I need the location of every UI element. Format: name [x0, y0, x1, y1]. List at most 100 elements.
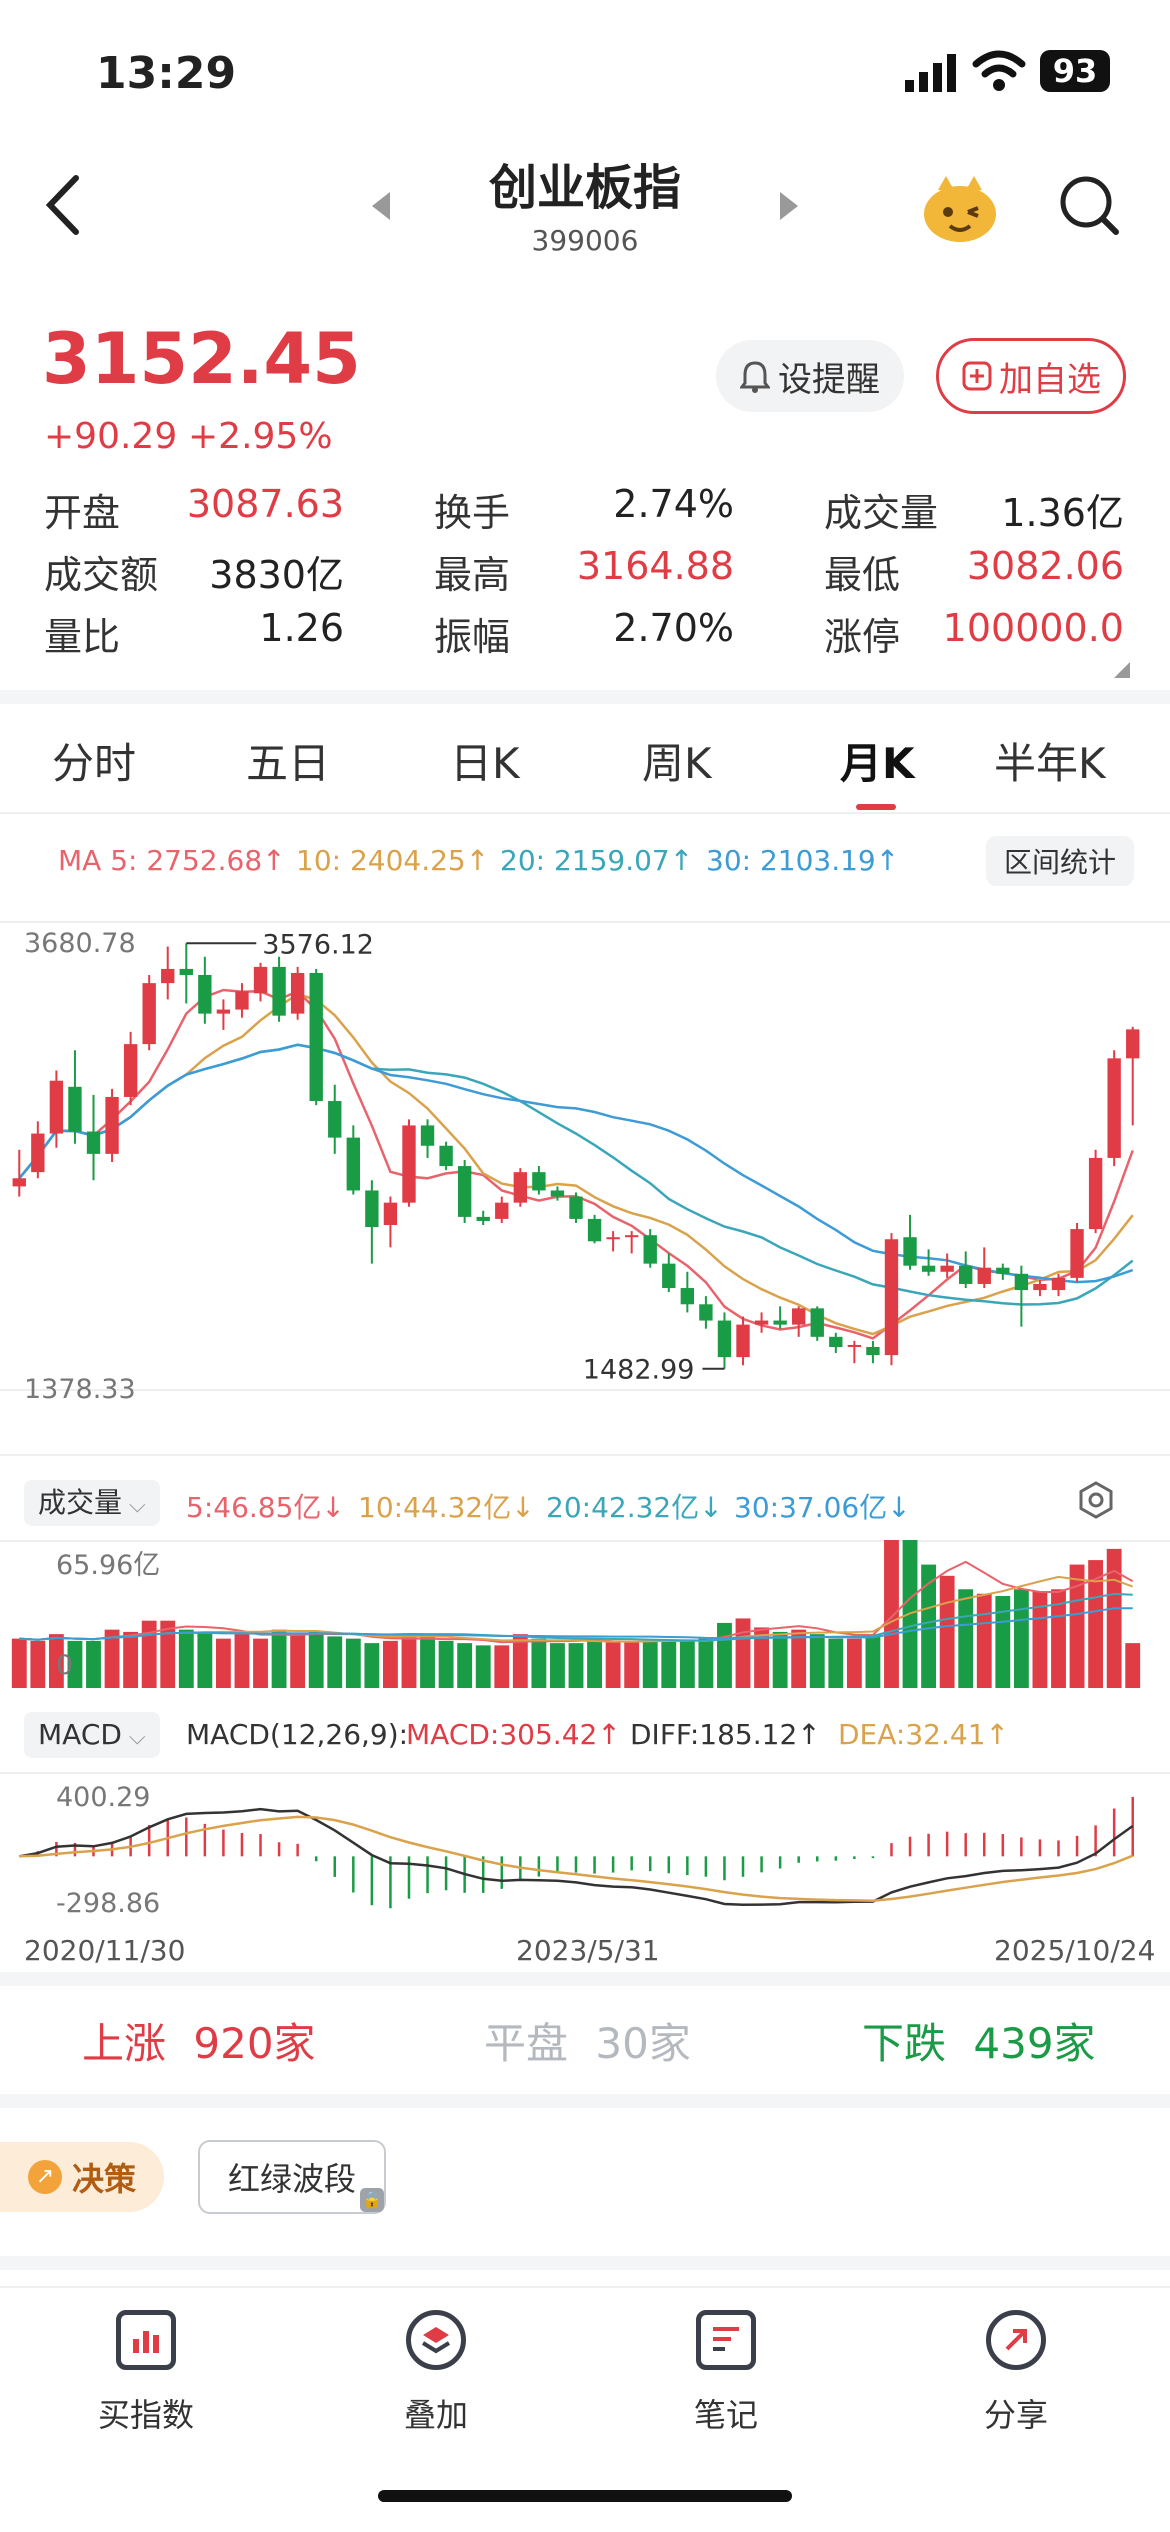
signal-icon — [905, 52, 963, 92]
vol20-legend: 20:42.32亿↓ — [546, 1491, 723, 1524]
candle-body — [587, 1218, 602, 1242]
candle-body — [699, 1304, 713, 1321]
expand-corner-icon[interactable] — [1112, 660, 1132, 680]
volume-bar — [104, 1629, 120, 1688]
search-icon[interactable] — [1058, 174, 1122, 238]
volume-bar — [123, 1631, 139, 1688]
candle-body — [161, 968, 175, 984]
bell-icon — [739, 359, 771, 393]
prev-stock-icon[interactable] — [370, 190, 394, 222]
red-green-wave-chip[interactable]: 红绿波段 — [198, 2140, 386, 2214]
macd-axis-bottom: -298.86 — [56, 1888, 160, 1919]
stats-grid: 开盘 3087.63 换手 2.74% 成交量 1.36亿 成交额 3830亿 最高 3164.8… — [0, 482, 1170, 672]
volume-bar — [364, 1643, 380, 1688]
candle-body — [996, 1267, 1010, 1274]
page-title: 创业板指 — [488, 160, 681, 216]
candle-body — [495, 1202, 509, 1219]
volume-bar — [160, 1620, 176, 1688]
candle-body — [439, 1145, 453, 1167]
tab-5[interactable]: 半年K — [994, 739, 1106, 788]
candlestick-chart[interactable]: 3680.78 1378.33 3576.12 1482.99 — [0, 900, 1170, 1430]
volume-bar — [921, 1564, 937, 1688]
volume-bar — [884, 1540, 899, 1688]
volume-bar — [754, 1627, 769, 1688]
candle-body — [959, 1265, 973, 1284]
candle-body — [12, 1178, 26, 1187]
nav-overlay[interactable]: 叠加 — [336, 2290, 536, 2450]
nav-divider — [0, 2286, 1170, 2288]
candle-body — [1033, 1283, 1047, 1291]
back-icon[interactable] — [42, 170, 82, 240]
diff-value: DIFF:185.12↑ — [630, 1718, 821, 1751]
candle-body — [810, 1308, 824, 1337]
volume-bar — [679, 1640, 695, 1688]
volume-bar — [1051, 1589, 1066, 1688]
volume-bar — [939, 1575, 955, 1688]
volume-bar — [1013, 1589, 1029, 1688]
volume-selector[interactable]: 成交量 ⌵ — [24, 1480, 160, 1526]
candle-body — [550, 1190, 565, 1197]
tab-1[interactable]: 五日 — [246, 739, 331, 788]
volume-bar — [11, 1638, 27, 1688]
candle-body — [1107, 1058, 1121, 1158]
add-watchlist-button[interactable]: 加自选 — [936, 338, 1126, 414]
volume-bar — [995, 1596, 1011, 1688]
nav-overlay-label: 叠加 — [403, 2396, 468, 2434]
candle-body — [847, 1344, 862, 1347]
decision-label: 决策 — [71, 2160, 136, 2198]
candle-body — [773, 1320, 787, 1325]
candle-body — [532, 1172, 546, 1191]
candle-body — [829, 1336, 843, 1347]
candle-body — [1126, 1029, 1140, 1059]
candle-body — [216, 1009, 231, 1014]
volume-bar — [958, 1589, 974, 1688]
volume-bar — [550, 1643, 565, 1688]
tab-4[interactable]: 月K — [840, 739, 915, 788]
volume-bar — [30, 1640, 46, 1688]
candle-body — [309, 972, 323, 1102]
price-axis-top: 3680.78 — [24, 928, 136, 959]
macd-selector[interactable]: MACD ⌵ — [24, 1712, 160, 1758]
volume-bar — [1032, 1591, 1048, 1688]
volume-bar — [234, 1634, 250, 1688]
tab-3[interactable]: 周K — [642, 739, 712, 788]
battery-level: 93 — [1052, 52, 1098, 90]
range-stats-label: 区间统计 — [1003, 846, 1116, 879]
stat-value: 100000.0 — [942, 606, 1124, 650]
range-stats-button[interactable]: 区间统计 — [986, 836, 1134, 886]
next-stock-icon[interactable] — [776, 190, 800, 222]
ma5-legend: MA 5: 2752.68↑ — [58, 844, 286, 877]
candle-body — [866, 1346, 880, 1356]
candle-body — [105, 1096, 119, 1154]
volume-bar — [271, 1629, 287, 1688]
tab-2[interactable]: 日K — [450, 739, 520, 788]
set-alert-button[interactable]: 设提醒 — [716, 340, 904, 412]
settings-icon[interactable] — [1076, 1480, 1116, 1520]
chevron-down-icon: ⌵ — [121, 1725, 146, 1750]
candle-body — [1070, 1229, 1084, 1278]
volume-chart[interactable]: 65.96亿 0 — [0, 1540, 1170, 1690]
nav-buy-index[interactable]: 买指数 — [46, 2290, 246, 2450]
volume-bar — [1125, 1643, 1141, 1688]
candle-body — [328, 1101, 342, 1138]
candle-body — [179, 968, 193, 976]
nav-share[interactable]: 分享 — [916, 2290, 1116, 2450]
ma10-line — [18, 992, 1134, 1336]
nav-notes[interactable]: 笔记 — [626, 2290, 826, 2450]
macd-chart[interactable]: 400.29 -298.86 — [0, 1772, 1170, 1922]
low-annotation: 1482.99 — [583, 1355, 695, 1386]
candle-body — [402, 1125, 416, 1203]
decision-chip[interactable]: ↗ 决策 — [0, 2142, 164, 2212]
tab-0[interactable]: 分时 — [52, 739, 137, 788]
period-tabs: 分时 五日 日K 周K 月K 半年K — [0, 730, 1170, 800]
candle-body — [253, 966, 268, 994]
candle-body — [680, 1288, 695, 1305]
volume-bar — [420, 1636, 435, 1688]
note-icon — [696, 2310, 756, 2370]
volume-bar — [215, 1638, 231, 1688]
stat-value: 2.70% — [613, 606, 734, 650]
decliners-label: 下跌 — [862, 2019, 947, 2068]
mascot-icon[interactable] — [920, 172, 1000, 244]
stat-label: 开盘 — [44, 491, 121, 535]
